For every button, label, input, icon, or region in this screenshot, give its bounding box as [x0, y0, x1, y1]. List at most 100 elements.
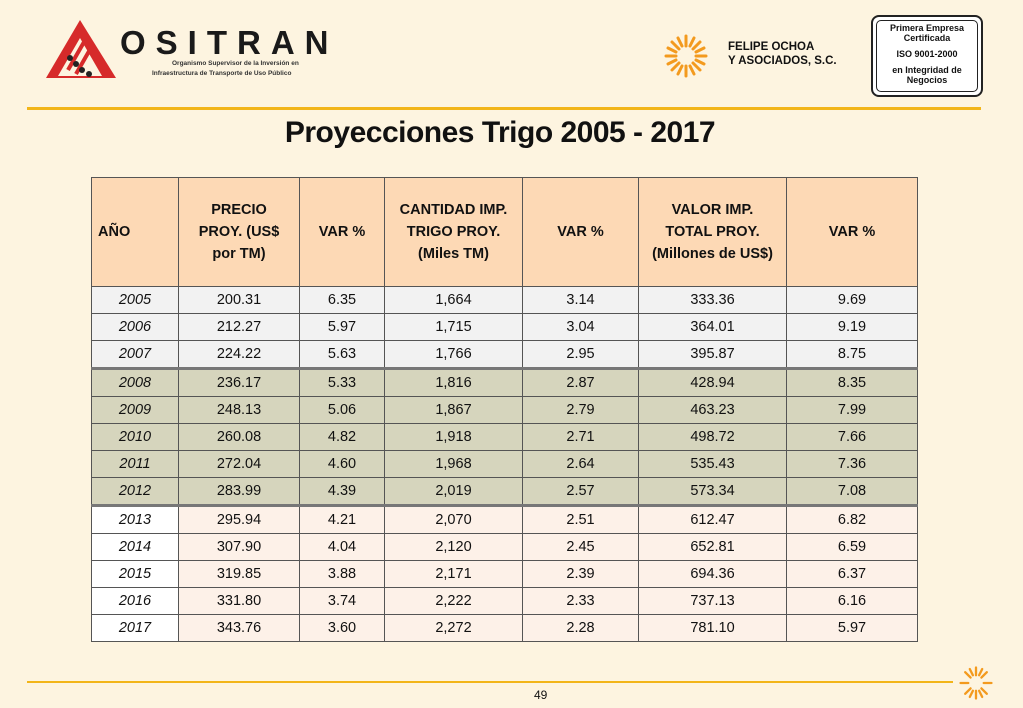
cell-quantity: 1,918	[384, 423, 523, 451]
cell-quantity: 2,272	[384, 614, 523, 642]
iso-line5: Negocios	[906, 75, 948, 85]
cell-price: 260.08	[178, 423, 300, 451]
header-var-quantity: VAR %	[522, 177, 639, 287]
cell-value: 463.23	[638, 396, 787, 424]
cell-var-value: 8.75	[786, 340, 918, 369]
cell-quantity: 2,120	[384, 533, 523, 561]
cell-value: 612.47	[638, 505, 787, 534]
cell-var-quantity: 2.95	[522, 340, 639, 369]
table-header-row: AÑO PRECIO PROY. (US$ por TM) VAR % CANTID…	[91, 177, 918, 287]
cell-value: 395.87	[638, 340, 787, 369]
cell-year: 2015	[91, 560, 179, 588]
table-row: 2016 331.80 3.74 2,222 2.33 737.13 6.16	[91, 587, 918, 615]
cell-var-price: 6.35	[299, 286, 385, 314]
cell-quantity: 2,222	[384, 587, 523, 615]
iso-line2: Certificada	[903, 33, 951, 43]
header-var-price: VAR %	[299, 177, 385, 287]
table-row: 2007 224.22 5.63 1,766 2.95 395.87 8.75	[91, 340, 918, 369]
cell-quantity: 1,816	[384, 367, 523, 397]
cell-var-price: 5.33	[299, 367, 385, 397]
cell-var-quantity: 2.45	[522, 533, 639, 561]
cell-var-value: 7.99	[786, 396, 918, 424]
cell-var-quantity: 3.14	[522, 286, 639, 314]
cell-quantity: 1,867	[384, 396, 523, 424]
cell-year: 2008	[91, 367, 179, 397]
table-row: 2014 307.90 4.04 2,120 2.45 652.81 6.59	[91, 533, 918, 561]
iso-certificate-badge: Primera Empresa Certificada ISO 9001-200…	[871, 15, 983, 97]
cell-value: 573.34	[638, 477, 787, 507]
page-title: Proyecciones Trigo 2005 - 2017	[284, 116, 716, 149]
cell-value: 364.01	[638, 313, 787, 341]
felipe-ochoa-sun-small-icon	[959, 666, 993, 700]
cell-var-price: 4.21	[299, 505, 385, 534]
cell-var-value: 6.59	[786, 533, 918, 561]
header-var-value: VAR %	[786, 177, 918, 287]
felipe-ochoa-logo: FELIPE OCHOA Y ASOCIADOS, S.C.	[664, 34, 864, 78]
table-row: 2010 260.08 4.82 1,918 2.71 498.72 7.66	[91, 423, 918, 451]
cell-year: 2013	[91, 505, 179, 534]
cell-value: 737.13	[638, 587, 787, 615]
cell-var-price: 3.74	[299, 587, 385, 615]
cell-var-price: 4.82	[299, 423, 385, 451]
cell-year: 2017	[91, 614, 179, 642]
iso-line4: en Integridad de	[892, 65, 962, 75]
cell-var-price: 3.88	[299, 560, 385, 588]
felipe-ochoa-name: FELIPE OCHOA Y ASOCIADOS, S.C.	[728, 40, 837, 68]
cell-price: 295.94	[178, 505, 300, 534]
cell-var-price: 5.06	[299, 396, 385, 424]
header-value: VALOR IMP. TOTAL PROY. (Millones de US$)	[638, 177, 787, 287]
ositran-subtitle-line2: Infraestructura de Transporte de Uso Púb…	[152, 70, 292, 77]
cell-var-quantity: 2.28	[522, 614, 639, 642]
iso-line3: ISO 9001-2000	[896, 49, 958, 59]
cell-quantity: 1,766	[384, 340, 523, 369]
cell-value: 498.72	[638, 423, 787, 451]
cell-var-quantity: 2.64	[522, 450, 639, 478]
cell-var-value: 5.97	[786, 614, 918, 642]
cell-var-quantity: 2.79	[522, 396, 639, 424]
cell-var-price: 4.04	[299, 533, 385, 561]
table-row: 2011 272.04 4.60 1,968 2.64 535.43 7.36	[91, 450, 918, 478]
cell-quantity: 1,968	[384, 450, 523, 478]
cell-var-quantity: 2.71	[522, 423, 639, 451]
cell-year: 2011	[91, 450, 179, 478]
cell-var-value: 9.19	[786, 313, 918, 341]
table-row: 2006 212.27 5.97 1,715 3.04 364.01 9.19	[91, 313, 918, 341]
cell-year: 2005	[91, 286, 179, 314]
cell-var-quantity: 3.04	[522, 313, 639, 341]
cell-var-value: 6.37	[786, 560, 918, 588]
cell-var-price: 5.97	[299, 313, 385, 341]
cell-price: 283.99	[178, 477, 300, 507]
table-row: 2015 319.85 3.88 2,171 2.39 694.36 6.37	[91, 560, 918, 588]
cell-price: 224.22	[178, 340, 300, 369]
cell-var-quantity: 2.51	[522, 505, 639, 534]
bottom-divider	[27, 681, 953, 683]
cell-price: 248.13	[178, 396, 300, 424]
cell-var-value: 6.82	[786, 505, 918, 534]
cell-year: 2010	[91, 423, 179, 451]
cell-var-value: 7.08	[786, 477, 918, 507]
cell-quantity: 2,019	[384, 477, 523, 507]
foa-line2: Y ASOCIADOS, S.C.	[728, 55, 837, 67]
table-row: 2008 236.17 5.33 1,816 2.87 428.94 8.35	[91, 367, 918, 397]
header-year: AÑO	[91, 177, 179, 287]
cell-price: 307.90	[178, 533, 300, 561]
ositran-triangle-logo-icon	[46, 20, 116, 78]
cell-year: 2007	[91, 340, 179, 369]
header-quantity: CANTIDAD IMP. TRIGO PROY. (Miles TM)	[384, 177, 523, 287]
cell-var-price: 4.60	[299, 450, 385, 478]
cell-price: 272.04	[178, 450, 300, 478]
cell-value: 333.36	[638, 286, 787, 314]
table-row: 2017 343.76 3.60 2,272 2.28 781.10 5.97	[91, 614, 918, 642]
cell-value: 535.43	[638, 450, 787, 478]
cell-price: 331.80	[178, 587, 300, 615]
cell-var-value: 6.16	[786, 587, 918, 615]
cell-value: 652.81	[638, 533, 787, 561]
cell-price: 319.85	[178, 560, 300, 588]
ositran-name: OSITRAN	[120, 24, 339, 61]
table-row: 2012 283.99 4.39 2,019 2.57 573.34 7.08	[91, 477, 918, 507]
cell-year: 2016	[91, 587, 179, 615]
cell-price: 343.76	[178, 614, 300, 642]
cell-value: 428.94	[638, 367, 787, 397]
table-row: 2013 295.94 4.21 2,070 2.51 612.47 6.82	[91, 505, 918, 534]
cell-year: 2006	[91, 313, 179, 341]
